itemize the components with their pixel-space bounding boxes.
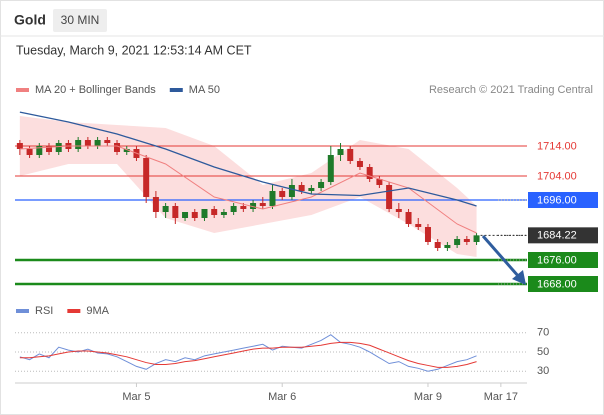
credit: Research © 2021 Trading Central <box>429 84 593 96</box>
timeframe[interactable]: 30 MIN <box>61 13 100 27</box>
candle-body <box>395 209 402 212</box>
candle-body <box>356 161 363 167</box>
level-label: 1704.00 <box>537 170 577 182</box>
legend-label: MA 50 <box>189 84 220 96</box>
level-label-box <box>528 252 598 268</box>
candle-body <box>143 158 150 197</box>
level-label: 1696.00 <box>537 194 577 206</box>
candle-body <box>279 191 286 197</box>
candle-body <box>162 206 169 212</box>
level-label: 1684.22 <box>537 230 577 242</box>
candle-body <box>16 143 23 149</box>
candle-body <box>386 185 393 209</box>
candle-body <box>191 212 198 218</box>
arrow <box>481 235 521 278</box>
candle-body <box>347 149 354 161</box>
candle-body <box>46 146 53 152</box>
candle-body <box>211 209 218 215</box>
instrument: Gold <box>14 12 46 28</box>
legend-label: RSI <box>35 305 53 317</box>
level-label-box <box>528 276 598 292</box>
x-tick-label: Mar 6 <box>268 391 296 403</box>
x-tick-label: Mar 9 <box>414 391 442 403</box>
candle-body <box>114 143 121 152</box>
candle-body <box>288 185 295 197</box>
legend-swatch <box>16 309 29 313</box>
level-label: 1714.00 <box>537 140 577 152</box>
candle-body <box>473 235 480 242</box>
candle-body <box>75 140 82 149</box>
candle-body <box>220 212 227 215</box>
legend-swatch <box>16 88 29 92</box>
candle-body <box>240 206 247 209</box>
y-tick-label: 50 <box>537 346 549 358</box>
ma-line <box>19 145 477 234</box>
candle-body <box>94 140 101 146</box>
candle-body <box>259 203 266 206</box>
candle-body <box>405 212 412 224</box>
candle-body <box>55 143 62 152</box>
legend-label: 9MA <box>86 305 109 317</box>
level-label: 1676.00 <box>537 254 577 266</box>
legend-swatch <box>169 88 183 92</box>
legend-label: MA 20 + Bollinger Bands <box>35 84 156 96</box>
level-label-box <box>528 227 598 244</box>
arrow-head <box>512 270 526 285</box>
candle-body <box>327 155 334 182</box>
candle-body <box>318 182 325 188</box>
x-tick-label: Mar 5 <box>122 391 150 403</box>
candle-body <box>376 179 383 185</box>
x-tick-label: Mar 17 <box>484 391 518 403</box>
indicator-line <box>19 341 477 368</box>
legend-swatch <box>67 309 81 313</box>
candle-body <box>463 239 470 242</box>
candle-body <box>298 185 305 191</box>
y-tick-label: 70 <box>537 327 549 339</box>
plot: MA 20 + Bollinger Bands MA 50 1714.00 1704.… <box>15 84 598 403</box>
candle-body <box>434 242 441 248</box>
candle-body <box>123 149 130 152</box>
candle-body <box>230 206 237 212</box>
level-label-box <box>528 192 598 208</box>
candle-body <box>172 206 179 218</box>
candle-body <box>269 191 276 206</box>
candle-body <box>26 149 33 155</box>
candle-body <box>366 167 373 179</box>
timeframe-button[interactable] <box>53 9 107 32</box>
candle-body <box>424 227 431 242</box>
candle-body <box>415 224 422 227</box>
y-tick-label: 30 <box>537 365 549 377</box>
candle-body <box>337 149 344 155</box>
ma-line <box>19 111 477 207</box>
timestamp: Tuesday, March 9, 2021 12:53:14 AM CET <box>16 43 252 57</box>
candle-body <box>152 197 159 212</box>
candle-body <box>201 209 208 218</box>
level-label: 1668.00 <box>537 278 577 290</box>
candle-body <box>84 140 91 146</box>
candle-body <box>308 188 315 191</box>
candle-body <box>454 239 461 245</box>
candle-body <box>182 212 189 218</box>
candle-body <box>104 140 111 143</box>
candle-body <box>250 203 257 209</box>
candle-body <box>36 146 43 155</box>
candle-body <box>444 245 451 248</box>
